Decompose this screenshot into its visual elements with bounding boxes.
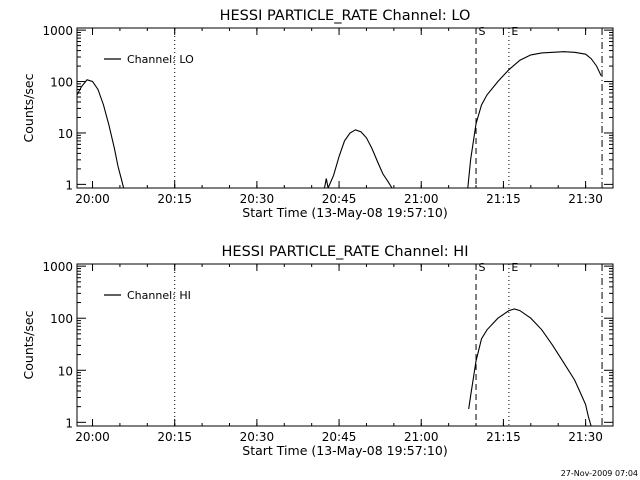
x-axis-label: Start Time (13-May-08 19:57:10) xyxy=(242,205,447,220)
y-tick-label: 1 xyxy=(65,416,73,430)
y-tick-label: 10 xyxy=(58,127,73,141)
x-tick-label: 20:30 xyxy=(240,192,275,206)
x-axis-label: Start Time (13-May-08 19:57:10) xyxy=(242,443,447,458)
series-line xyxy=(467,51,602,188)
x-tick-label: 21:00 xyxy=(404,430,439,444)
x-tick-label: 20:30 xyxy=(240,430,275,444)
x-tick-label: 20:15 xyxy=(157,430,192,444)
y-tick-label: 100 xyxy=(50,76,73,90)
chart-title: HESSI PARTICLE_RATE Channel: HI xyxy=(222,244,469,260)
footer-timestamp: 27-Nov-2009 07:04 xyxy=(561,469,638,478)
legend-label: Channel: LO xyxy=(127,53,194,66)
x-tick-label: 20:00 xyxy=(75,192,110,206)
x-tick-label: 21:30 xyxy=(568,192,603,206)
marker-label: S xyxy=(479,25,486,38)
x-tick-label: 20:45 xyxy=(322,430,357,444)
marker-label: S xyxy=(479,261,486,274)
panel-hi: HESSI PARTICLE_RATE Channel: HI 20:00 20:1… xyxy=(21,244,614,458)
marker-label: E xyxy=(511,261,518,274)
panel-lo: HESSI PARTICLE_RATE Channel: LO 20:00 20:1… xyxy=(21,8,614,220)
x-tick-label: 21:00 xyxy=(404,192,439,206)
x-tick-label: 21:30 xyxy=(568,430,603,444)
marker-label: E xyxy=(511,25,518,38)
chart-title: HESSI PARTICLE_RATE Channel: LO xyxy=(220,8,471,24)
series-group xyxy=(77,51,602,188)
series-line xyxy=(323,129,393,188)
series-group xyxy=(468,308,592,426)
x-tick-label: 20:15 xyxy=(157,192,192,206)
y-tick-label: 10 xyxy=(58,364,73,378)
y-tick-label: 1 xyxy=(65,178,73,192)
y-tick-label: 100 xyxy=(50,312,73,326)
y-axis-label: Counts/sec xyxy=(21,73,36,142)
x-tick-label: 20:00 xyxy=(75,430,110,444)
x-tick-label: 21:15 xyxy=(486,430,521,444)
series-line xyxy=(468,308,592,426)
x-tick-label: 21:15 xyxy=(486,192,521,206)
y-tick-label: 1000 xyxy=(42,260,73,274)
plot-frame xyxy=(76,27,614,189)
series-line xyxy=(77,79,125,188)
y-axis-label: Counts/sec xyxy=(21,310,36,379)
x-tick-label: 20:45 xyxy=(322,192,357,206)
legend-label: Channel: HI xyxy=(127,289,191,302)
y-tick-label: 1000 xyxy=(42,24,73,38)
